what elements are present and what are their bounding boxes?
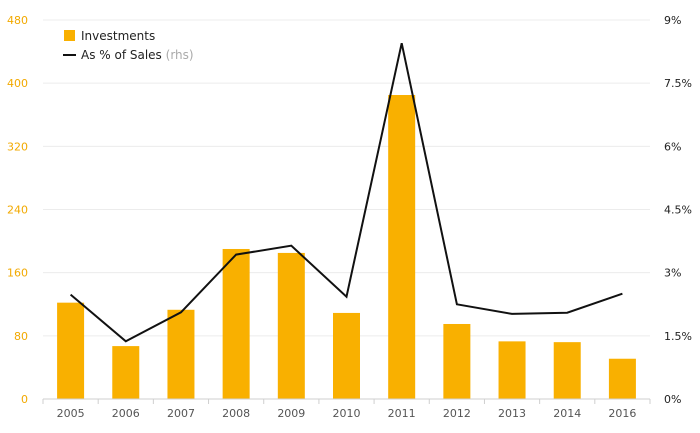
x-tick-label-2008: 2008 xyxy=(222,407,250,420)
bar-2016 xyxy=(608,358,636,399)
bar-2009 xyxy=(277,252,305,399)
left-tick-label-4: 320 xyxy=(7,140,28,153)
x-tick-label-2012: 2012 xyxy=(443,407,471,420)
bar-2011 xyxy=(388,95,416,400)
left-tick-label-2: 160 xyxy=(7,267,28,280)
x-tick-label-2011: 2011 xyxy=(388,407,416,420)
legend-label-sales-percent-name: As % of Sales xyxy=(81,48,162,62)
right-tick-label-1: 1.5% xyxy=(664,330,692,343)
left-tick-label-3: 240 xyxy=(7,204,28,217)
legend-label-sales-percent: As % of Sales (rhs) xyxy=(81,48,194,62)
right-axis-ticks: 0% 1.5% 3% 4.5% 6% 7.5% 9% xyxy=(664,14,692,406)
x-tick-label-2010: 2010 xyxy=(333,407,361,420)
left-tick-label-5: 400 xyxy=(7,77,28,90)
legend-label-rhs: (rhs) xyxy=(166,48,194,62)
right-tick-label-4: 6% xyxy=(664,140,681,153)
right-tick-label-5: 7.5% xyxy=(664,77,692,90)
bars xyxy=(57,95,636,400)
legend-label-investments: Investments xyxy=(81,29,155,43)
x-tick-label-2014: 2014 xyxy=(553,407,581,420)
right-tick-label-0: 0% xyxy=(664,393,681,406)
left-axis-ticks: 0 80 160 240 320 400 480 xyxy=(7,14,28,406)
legend-swatch-investments xyxy=(64,30,75,41)
gridlines xyxy=(43,19,650,337)
left-tick-label-0: 0 xyxy=(21,393,28,406)
bar-2010 xyxy=(333,312,360,399)
x-tick-label-2005: 2005 xyxy=(57,407,85,420)
x-tick-label-2007: 2007 xyxy=(167,407,195,420)
right-tick-label-3: 4.5% xyxy=(664,204,692,217)
right-tick-label-6: 9% xyxy=(664,14,681,27)
bar-2007 xyxy=(167,309,195,399)
x-tick-label-2016: 2016 xyxy=(608,407,636,420)
x-tick-label-2013: 2013 xyxy=(498,407,526,420)
sales-percent-polyline xyxy=(69,42,623,343)
left-tick-label-1: 80 xyxy=(14,330,28,343)
right-tick-label-2: 3% xyxy=(664,267,681,280)
bar-2013 xyxy=(498,341,526,399)
x-axis-ticks: 2005 2006 2007 2008 2009 2010 2011 2012 2013 2014… xyxy=(57,407,637,420)
left-tick-label-6: 480 xyxy=(7,14,28,27)
x-tick-label-2006: 2006 xyxy=(112,407,140,420)
bar-2006 xyxy=(112,346,140,399)
sales-percent-line xyxy=(69,42,623,343)
bar-2012 xyxy=(443,323,471,399)
axes xyxy=(42,398,651,404)
legend: Investments As % of Sales (rhs) xyxy=(63,29,194,62)
bar-2005 xyxy=(57,302,85,399)
x-tick-label-2009: 2009 xyxy=(277,407,305,420)
bar-2014 xyxy=(553,342,581,399)
bar-2008 xyxy=(222,248,250,399)
